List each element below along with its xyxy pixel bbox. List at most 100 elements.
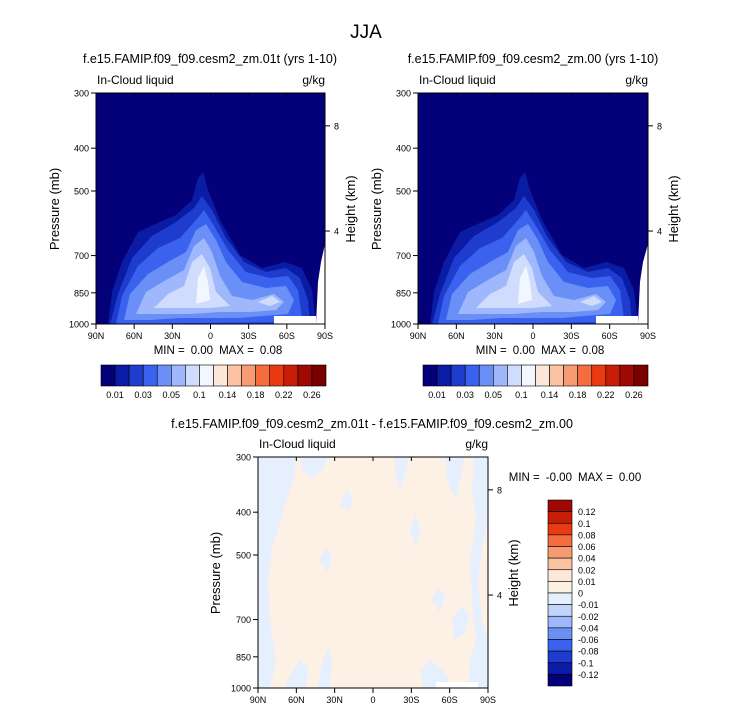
colorbar-swatch — [128, 364, 144, 387]
y-tick-label: 400 — [396, 144, 411, 154]
colorbar-swatch — [547, 522, 573, 536]
panel-1-y-right-axis: 84 — [325, 121, 339, 237]
colorbar-label: 0.01 — [106, 390, 124, 400]
colorbar-label: 0.03 — [456, 390, 474, 400]
x-tick-label: 90N — [250, 695, 267, 705]
colorbar-label: 0.01 — [428, 390, 446, 400]
colorbar-label: 0.18 — [569, 390, 587, 400]
x-tick-label: 30N — [326, 695, 343, 705]
colorbar-swatch — [605, 364, 621, 387]
panel-3-y-right-label: Height (km) — [506, 539, 521, 606]
y-tick-label: 850 — [396, 288, 411, 298]
colorbar-swatch — [547, 639, 573, 652]
colorbar-swatch — [547, 534, 573, 547]
y-tick-label: 700 — [74, 251, 89, 261]
colorbar-swatch — [577, 364, 593, 387]
y-tick-label: 400 — [74, 144, 89, 154]
colorbar-label: 0.1 — [578, 519, 591, 529]
colorbar-swatch — [563, 364, 578, 387]
panel-1: f.e15.FAMIP.f09_f09.cesm2_zm.01t (yrs 1-… — [47, 52, 358, 400]
colorbar-swatch — [547, 581, 573, 594]
colorbar-swatch — [142, 364, 158, 387]
y-tick-label: 700 — [236, 615, 251, 625]
colorbar-label: 0 — [578, 589, 583, 599]
x-tick-label: 30S — [403, 695, 419, 705]
colorbar-swatch — [521, 364, 536, 387]
colorbar-label: -0.04 — [578, 623, 599, 633]
x-tick-label: 90S — [317, 331, 333, 341]
colorbar-swatch — [547, 592, 573, 605]
y-tick-label: 500 — [236, 551, 251, 561]
panel-3-variable-label: In-Cloud liquid — [259, 437, 336, 451]
colorbar-label: -0.1 — [578, 658, 594, 668]
x-tick-label: 0 — [530, 331, 535, 341]
colorbar-swatch — [633, 364, 649, 387]
panel-2-y-right-axis: 84 — [648, 121, 662, 237]
colorbar-swatch — [591, 364, 607, 387]
panel-3-stats: MIN = -0.00 MAX = 0.00 — [509, 472, 641, 484]
colorbar-label: 0.05 — [163, 390, 181, 400]
colorbar-label: 0.18 — [247, 390, 265, 400]
panel-1-contour-field — [96, 93, 325, 324]
colorbar-swatch — [464, 364, 480, 387]
figure-title: JJA — [350, 22, 382, 43]
colorbar-swatch — [269, 364, 285, 387]
colorbar-swatch — [535, 364, 550, 387]
panel-3-title: f.e15.FAMIP.f09_f09.cesm2_zm.01t - f.e15… — [171, 417, 573, 431]
colorbar-swatch — [297, 364, 313, 387]
colorbar-swatch — [478, 364, 494, 387]
y-tick-label: 850 — [74, 288, 89, 298]
colorbar-label: -0.12 — [578, 670, 599, 680]
panel-3-y-right-axis: 84 — [488, 485, 502, 601]
x-tick-label: 90N — [88, 331, 105, 341]
panel-1-y-label: Pressure (mb) — [47, 168, 62, 250]
colorbar-label: 0.14 — [541, 390, 559, 400]
x-tick-label: 60S — [279, 331, 295, 341]
panel-2-title: f.e15.FAMIP.f09_f09.cesm2_zm.00 (yrs 1-1… — [408, 52, 659, 66]
y-tick-label: 1000 — [69, 320, 89, 330]
y-tick-label: 300 — [396, 89, 411, 99]
colorbar-swatch — [422, 364, 438, 387]
x-tick-label: 0 — [370, 695, 375, 705]
panel-2-variable-label: In-Cloud liquid — [419, 73, 496, 87]
colorbar-swatch — [547, 662, 573, 675]
panel-1-x-axis: 90N 60N 30N 0 30S 60S 90S — [88, 93, 333, 341]
panel-1-variable-label: In-Cloud liquid — [97, 73, 174, 87]
colorbar-swatch — [185, 364, 200, 387]
colorbar-label: 0.06 — [578, 542, 596, 552]
colorbar-swatch — [547, 569, 573, 582]
y-right-tick-label: 4 — [657, 227, 662, 237]
colorbar-swatch — [547, 615, 573, 629]
panel-2-stats: MIN = 0.00 MAX = 0.08 — [476, 345, 605, 357]
colorbar-label: 0.26 — [303, 390, 321, 400]
colorbar-swatch — [283, 364, 299, 387]
panel-2-y-axis: 300 400 500 700 850 1000 — [391, 89, 418, 330]
colorbar-label: 0.05 — [485, 390, 503, 400]
panel-1-y-right-label: Height (km) — [343, 175, 358, 242]
colorbar-label: 0.26 — [625, 390, 643, 400]
colorbar-swatch — [114, 364, 130, 387]
panel-1-units-label: g/kg — [302, 73, 325, 87]
colorbar-label: -0.06 — [578, 635, 599, 645]
colorbar-label: 0.01 — [578, 577, 596, 587]
colorbar-swatch — [199, 364, 214, 387]
panel-2-x-axis: 90N 60N 30N 0 30S 60S 90S — [410, 93, 656, 341]
colorbar-label: 0.02 — [578, 565, 596, 575]
x-tick-label: 60N — [448, 331, 465, 341]
colorbar-label: 0.22 — [597, 390, 615, 400]
panel-3: f.e15.FAMIP.f09_f09.cesm2_zm.01t - f.e15… — [171, 417, 641, 705]
y-tick-label: 700 — [396, 251, 411, 261]
y-tick-label: 500 — [396, 187, 411, 197]
colorbar-swatch — [227, 364, 242, 387]
colorbar-swatch — [493, 364, 508, 387]
colorbar-label: 0.14 — [219, 390, 237, 400]
x-tick-label: 60S — [602, 331, 618, 341]
panel-2-y-right-label: Height (km) — [666, 175, 681, 242]
panel-1-stats: MIN = 0.00 MAX = 0.08 — [154, 345, 283, 357]
x-tick-label: 90S — [480, 695, 496, 705]
colorbar-swatch — [156, 364, 172, 387]
x-tick-label: 30N — [164, 331, 181, 341]
panel-3-units-label: g/kg — [465, 437, 488, 451]
y-right-tick-label: 8 — [657, 121, 662, 131]
colorbar-swatch — [547, 511, 573, 524]
